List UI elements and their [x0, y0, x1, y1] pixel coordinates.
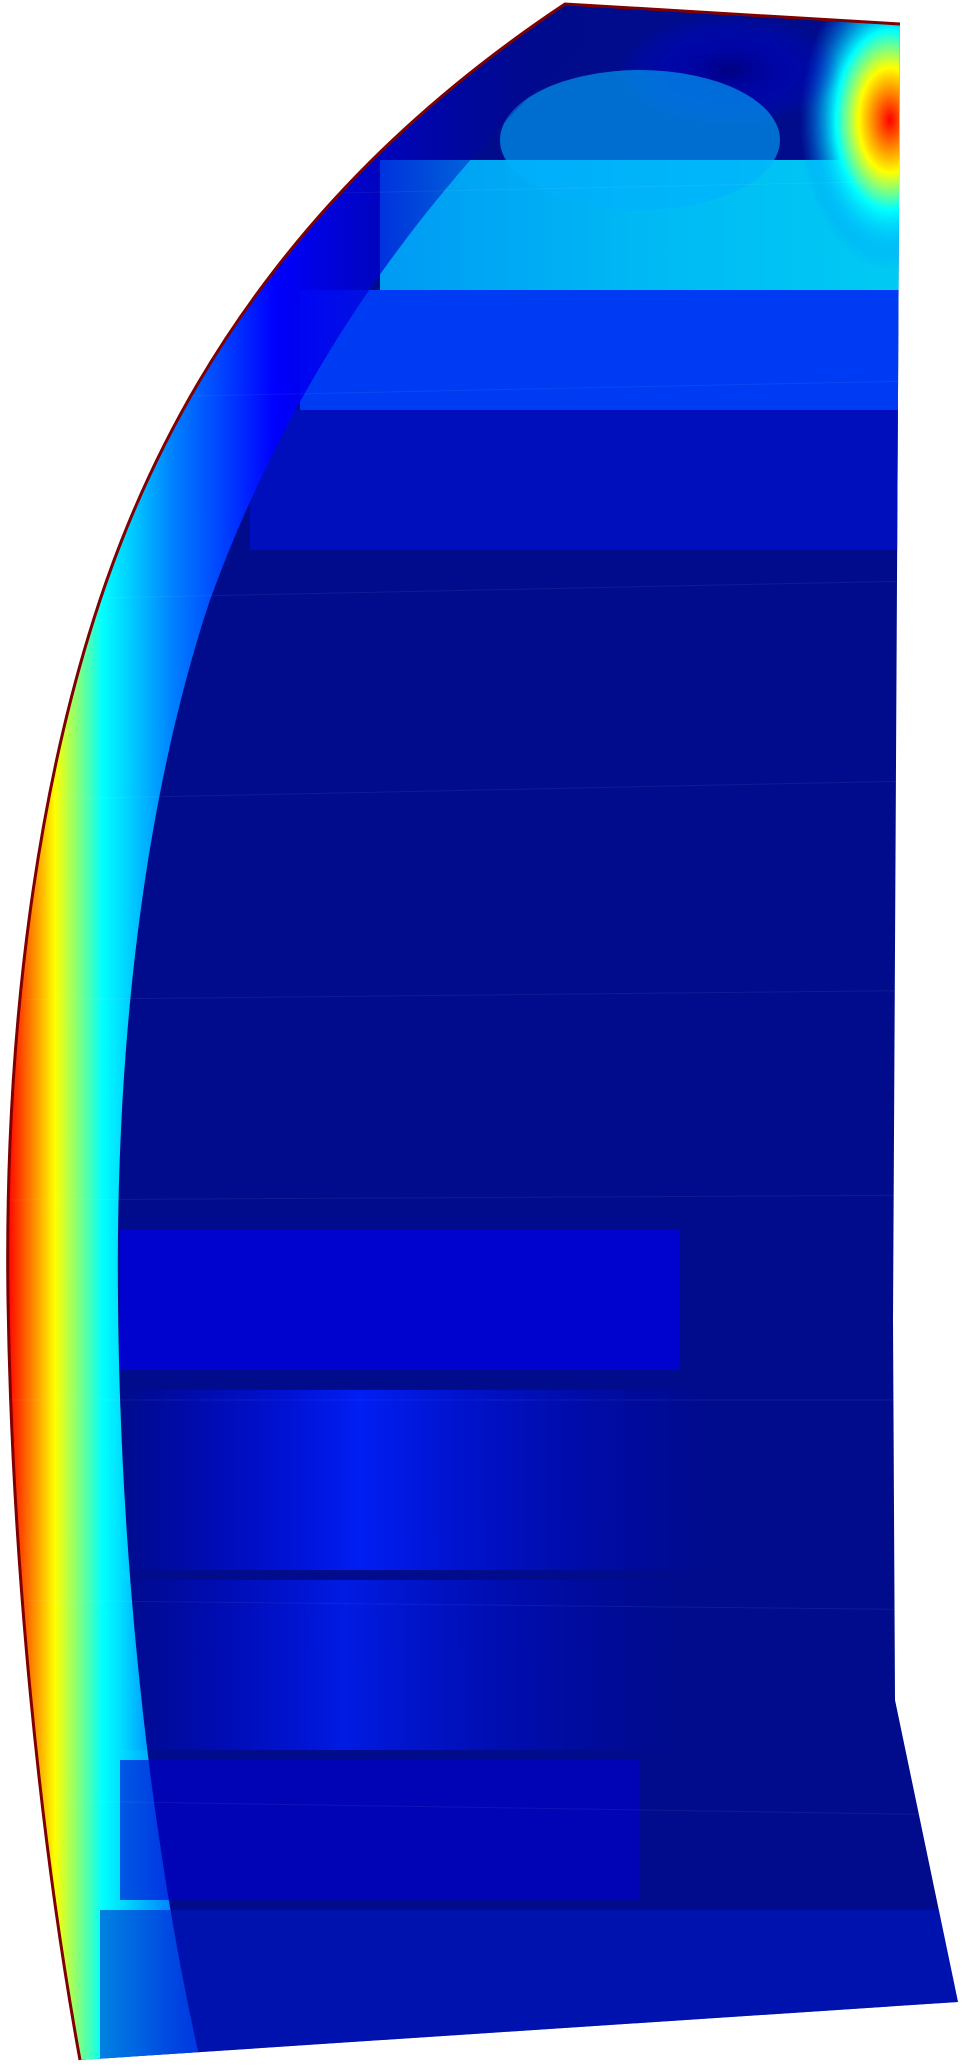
- mesh-line: [7, 1599, 958, 1611]
- top-mid-cyan: [500, 70, 780, 210]
- mesh-line: [7, 1194, 958, 1201]
- bottom-band: [100, 1910, 958, 2060]
- top-band-blue: [300, 290, 900, 410]
- lower-band: [120, 1760, 640, 1900]
- top-band-deep: [250, 410, 900, 550]
- mid-band-1: [120, 1230, 680, 1370]
- mesh-line: [7, 579, 958, 601]
- mesh-line: [7, 779, 958, 801]
- sail-edge: [6, 2, 901, 2061]
- mesh-line: [7, 1799, 958, 1816]
- mid-band-3: [120, 1580, 680, 1750]
- mesh-lines: [7, 179, 958, 1816]
- leading-edge-band: [7, 4, 600, 2060]
- mesh-line: [7, 989, 958, 1001]
- mid-band-2: [120, 1390, 720, 1570]
